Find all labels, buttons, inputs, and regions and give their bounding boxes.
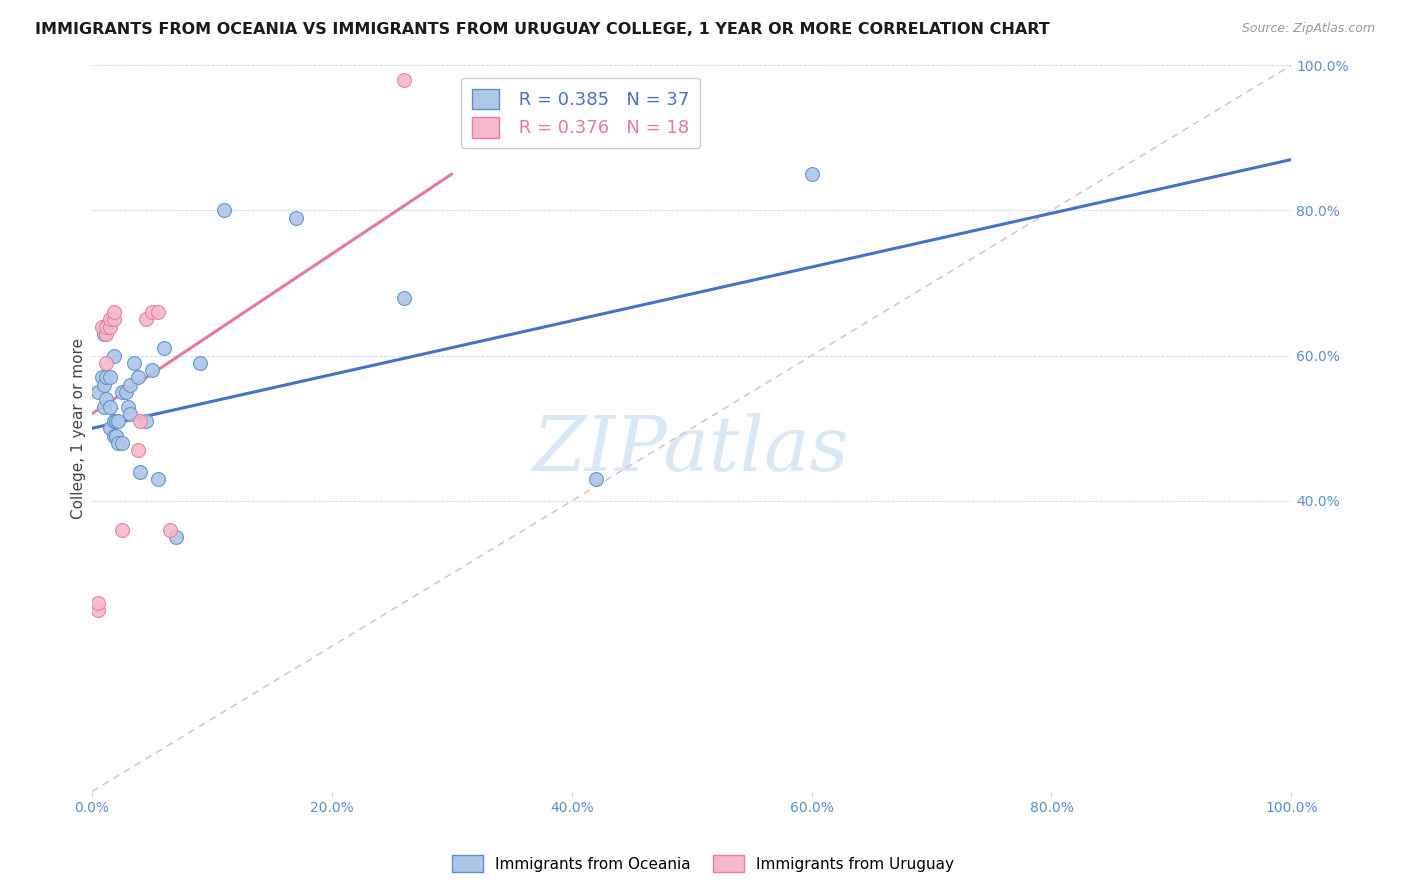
Point: [800, 167, 823, 181]
Point: [98, 370, 121, 384]
Point: [104, 414, 127, 428]
Point: [165, 530, 187, 544]
Point: [93, 377, 115, 392]
Point: [111, 523, 134, 537]
Point: [96, 356, 118, 370]
Legend: Immigrants from Oceania, Immigrants from Uruguay: Immigrants from Oceania, Immigrants from…: [444, 847, 962, 880]
Point: [96, 326, 118, 341]
Point: [103, 414, 125, 428]
Point: [90, 370, 112, 384]
Point: [129, 414, 152, 428]
Point: [146, 305, 169, 319]
Point: [93, 400, 115, 414]
Point: [141, 305, 163, 319]
Y-axis label: College, 1 year or more: College, 1 year or more: [72, 338, 86, 519]
Point: [135, 312, 157, 326]
Point: [114, 384, 136, 399]
Point: [127, 443, 149, 458]
Point: [96, 319, 118, 334]
Point: [93, 326, 115, 341]
Point: [135, 414, 157, 428]
Point: [392, 72, 415, 87]
Point: [127, 370, 149, 384]
Point: [103, 305, 125, 319]
Point: [98, 421, 121, 435]
Point: [111, 384, 134, 399]
Text: IMMIGRANTS FROM OCEANIA VS IMMIGRANTS FROM URUGUAY COLLEGE, 1 YEAR OR MORE CORRE: IMMIGRANTS FROM OCEANIA VS IMMIGRANTS FR…: [35, 22, 1050, 37]
Point: [129, 465, 152, 479]
Point: [153, 342, 176, 356]
Point: [87, 603, 110, 617]
Point: [122, 356, 145, 370]
Point: [104, 428, 127, 442]
Point: [103, 349, 125, 363]
Point: [103, 428, 125, 442]
Point: [284, 211, 307, 225]
Point: [188, 356, 211, 370]
Point: [585, 472, 607, 486]
Text: ZIPatlas: ZIPatlas: [533, 413, 851, 487]
Point: [141, 363, 163, 377]
Point: [117, 400, 139, 414]
Point: [98, 400, 121, 414]
Point: [120, 407, 142, 421]
Point: [87, 384, 110, 399]
Point: [87, 596, 110, 610]
Point: [159, 523, 181, 537]
Point: [96, 392, 118, 407]
Point: [98, 312, 121, 326]
Legend:  R = 0.385   N = 37,  R = 0.376   N = 18: R = 0.385 N = 37, R = 0.376 N = 18: [461, 78, 700, 148]
Point: [212, 203, 235, 218]
Point: [107, 435, 129, 450]
Point: [98, 319, 121, 334]
Point: [90, 319, 112, 334]
Point: [107, 414, 129, 428]
Point: [392, 291, 415, 305]
Point: [111, 435, 134, 450]
Text: Source: ZipAtlas.com: Source: ZipAtlas.com: [1241, 22, 1375, 36]
Point: [120, 377, 142, 392]
Point: [96, 370, 118, 384]
Point: [146, 472, 169, 486]
Point: [103, 312, 125, 326]
